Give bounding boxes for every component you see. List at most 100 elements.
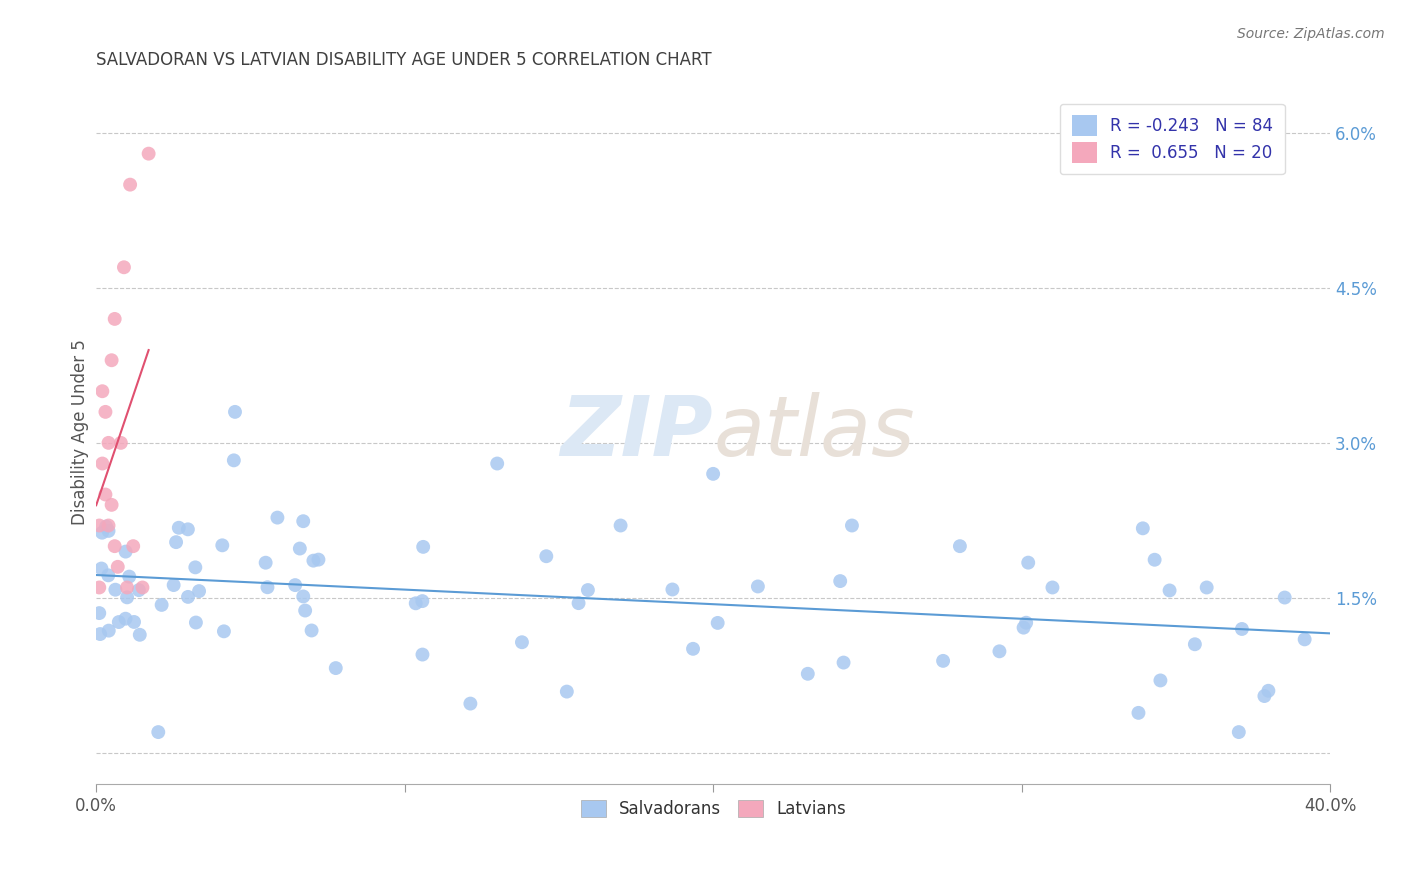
Point <box>292 590 315 604</box>
Point <box>89 581 111 595</box>
Point <box>97 524 120 538</box>
Point <box>1159 583 1181 598</box>
Point <box>94 405 117 419</box>
Point <box>576 582 599 597</box>
Point <box>104 539 127 553</box>
Point <box>107 559 129 574</box>
Point <box>128 628 150 642</box>
Point <box>830 574 852 588</box>
Point <box>661 582 683 597</box>
Point <box>97 624 120 638</box>
Point <box>1012 621 1035 635</box>
Point <box>110 435 132 450</box>
Point <box>486 457 509 471</box>
Point <box>100 353 122 368</box>
Text: SALVADORAN VS LATVIAN DISABILITY AGE UNDER 5 CORRELATION CHART: SALVADORAN VS LATVIAN DISABILITY AGE UND… <box>96 51 711 69</box>
Point <box>1015 615 1038 630</box>
Point <box>100 498 122 512</box>
Point <box>91 384 114 399</box>
Y-axis label: Disability Age Under 5: Disability Age Under 5 <box>72 340 89 525</box>
Point <box>412 540 434 554</box>
Point <box>115 591 138 605</box>
Point <box>150 598 173 612</box>
Point <box>91 457 114 471</box>
Point <box>609 518 631 533</box>
Point <box>177 590 200 604</box>
Point <box>1143 553 1166 567</box>
Point <box>284 578 307 592</box>
Point <box>112 260 135 275</box>
Point <box>292 514 315 528</box>
Point <box>1017 556 1039 570</box>
Text: Source: ZipAtlas.com: Source: ZipAtlas.com <box>1237 27 1385 41</box>
Point <box>114 612 136 626</box>
Point <box>89 606 111 620</box>
Point <box>288 541 311 556</box>
Point <box>131 581 153 595</box>
Point <box>1227 725 1250 739</box>
Point <box>266 510 288 524</box>
Point <box>115 581 138 595</box>
Point <box>91 525 114 540</box>
Point <box>1253 689 1275 703</box>
Point <box>184 560 207 574</box>
Point <box>177 522 200 536</box>
Point <box>301 624 323 638</box>
Point <box>222 453 245 467</box>
Point <box>1230 622 1253 636</box>
Point <box>932 654 955 668</box>
Point <box>1128 706 1150 720</box>
Point <box>1294 632 1316 647</box>
Point <box>114 544 136 558</box>
Point <box>302 554 325 568</box>
Point <box>949 539 972 553</box>
Point <box>167 521 190 535</box>
Point <box>325 661 347 675</box>
Point <box>104 582 127 597</box>
Point <box>1132 521 1154 535</box>
Point <box>256 580 278 594</box>
Point <box>89 518 111 533</box>
Point <box>224 405 246 419</box>
Point <box>97 518 120 533</box>
Point <box>188 584 211 599</box>
Point <box>254 556 277 570</box>
Point <box>702 467 724 481</box>
Point <box>405 596 427 610</box>
Point <box>706 615 728 630</box>
Point <box>97 568 120 582</box>
Point <box>294 603 316 617</box>
Point <box>120 178 142 192</box>
Point <box>138 146 160 161</box>
Point <box>1257 683 1279 698</box>
Point <box>1195 581 1218 595</box>
Point <box>122 539 145 553</box>
Text: atlas: atlas <box>713 392 915 473</box>
Point <box>89 627 111 641</box>
Point <box>122 615 145 629</box>
Point <box>460 697 482 711</box>
Point <box>94 487 117 501</box>
Point <box>1274 591 1296 605</box>
Point <box>184 615 207 630</box>
Point <box>1149 673 1171 688</box>
Point <box>104 312 127 326</box>
Point <box>108 615 131 629</box>
Point <box>212 624 235 639</box>
Point <box>1184 637 1206 651</box>
Point <box>797 666 820 681</box>
Point <box>536 549 558 564</box>
Point <box>411 594 433 608</box>
Point <box>211 538 233 552</box>
Point <box>988 644 1011 658</box>
Text: ZIP: ZIP <box>561 392 713 473</box>
Point <box>832 656 855 670</box>
Point <box>841 518 863 533</box>
Point <box>411 648 433 662</box>
Point <box>148 725 170 739</box>
Point <box>307 552 329 566</box>
Point <box>1042 581 1064 595</box>
Point <box>567 596 589 610</box>
Point <box>163 578 186 592</box>
Legend: Salvadorans, Latvians: Salvadorans, Latvians <box>574 793 852 824</box>
